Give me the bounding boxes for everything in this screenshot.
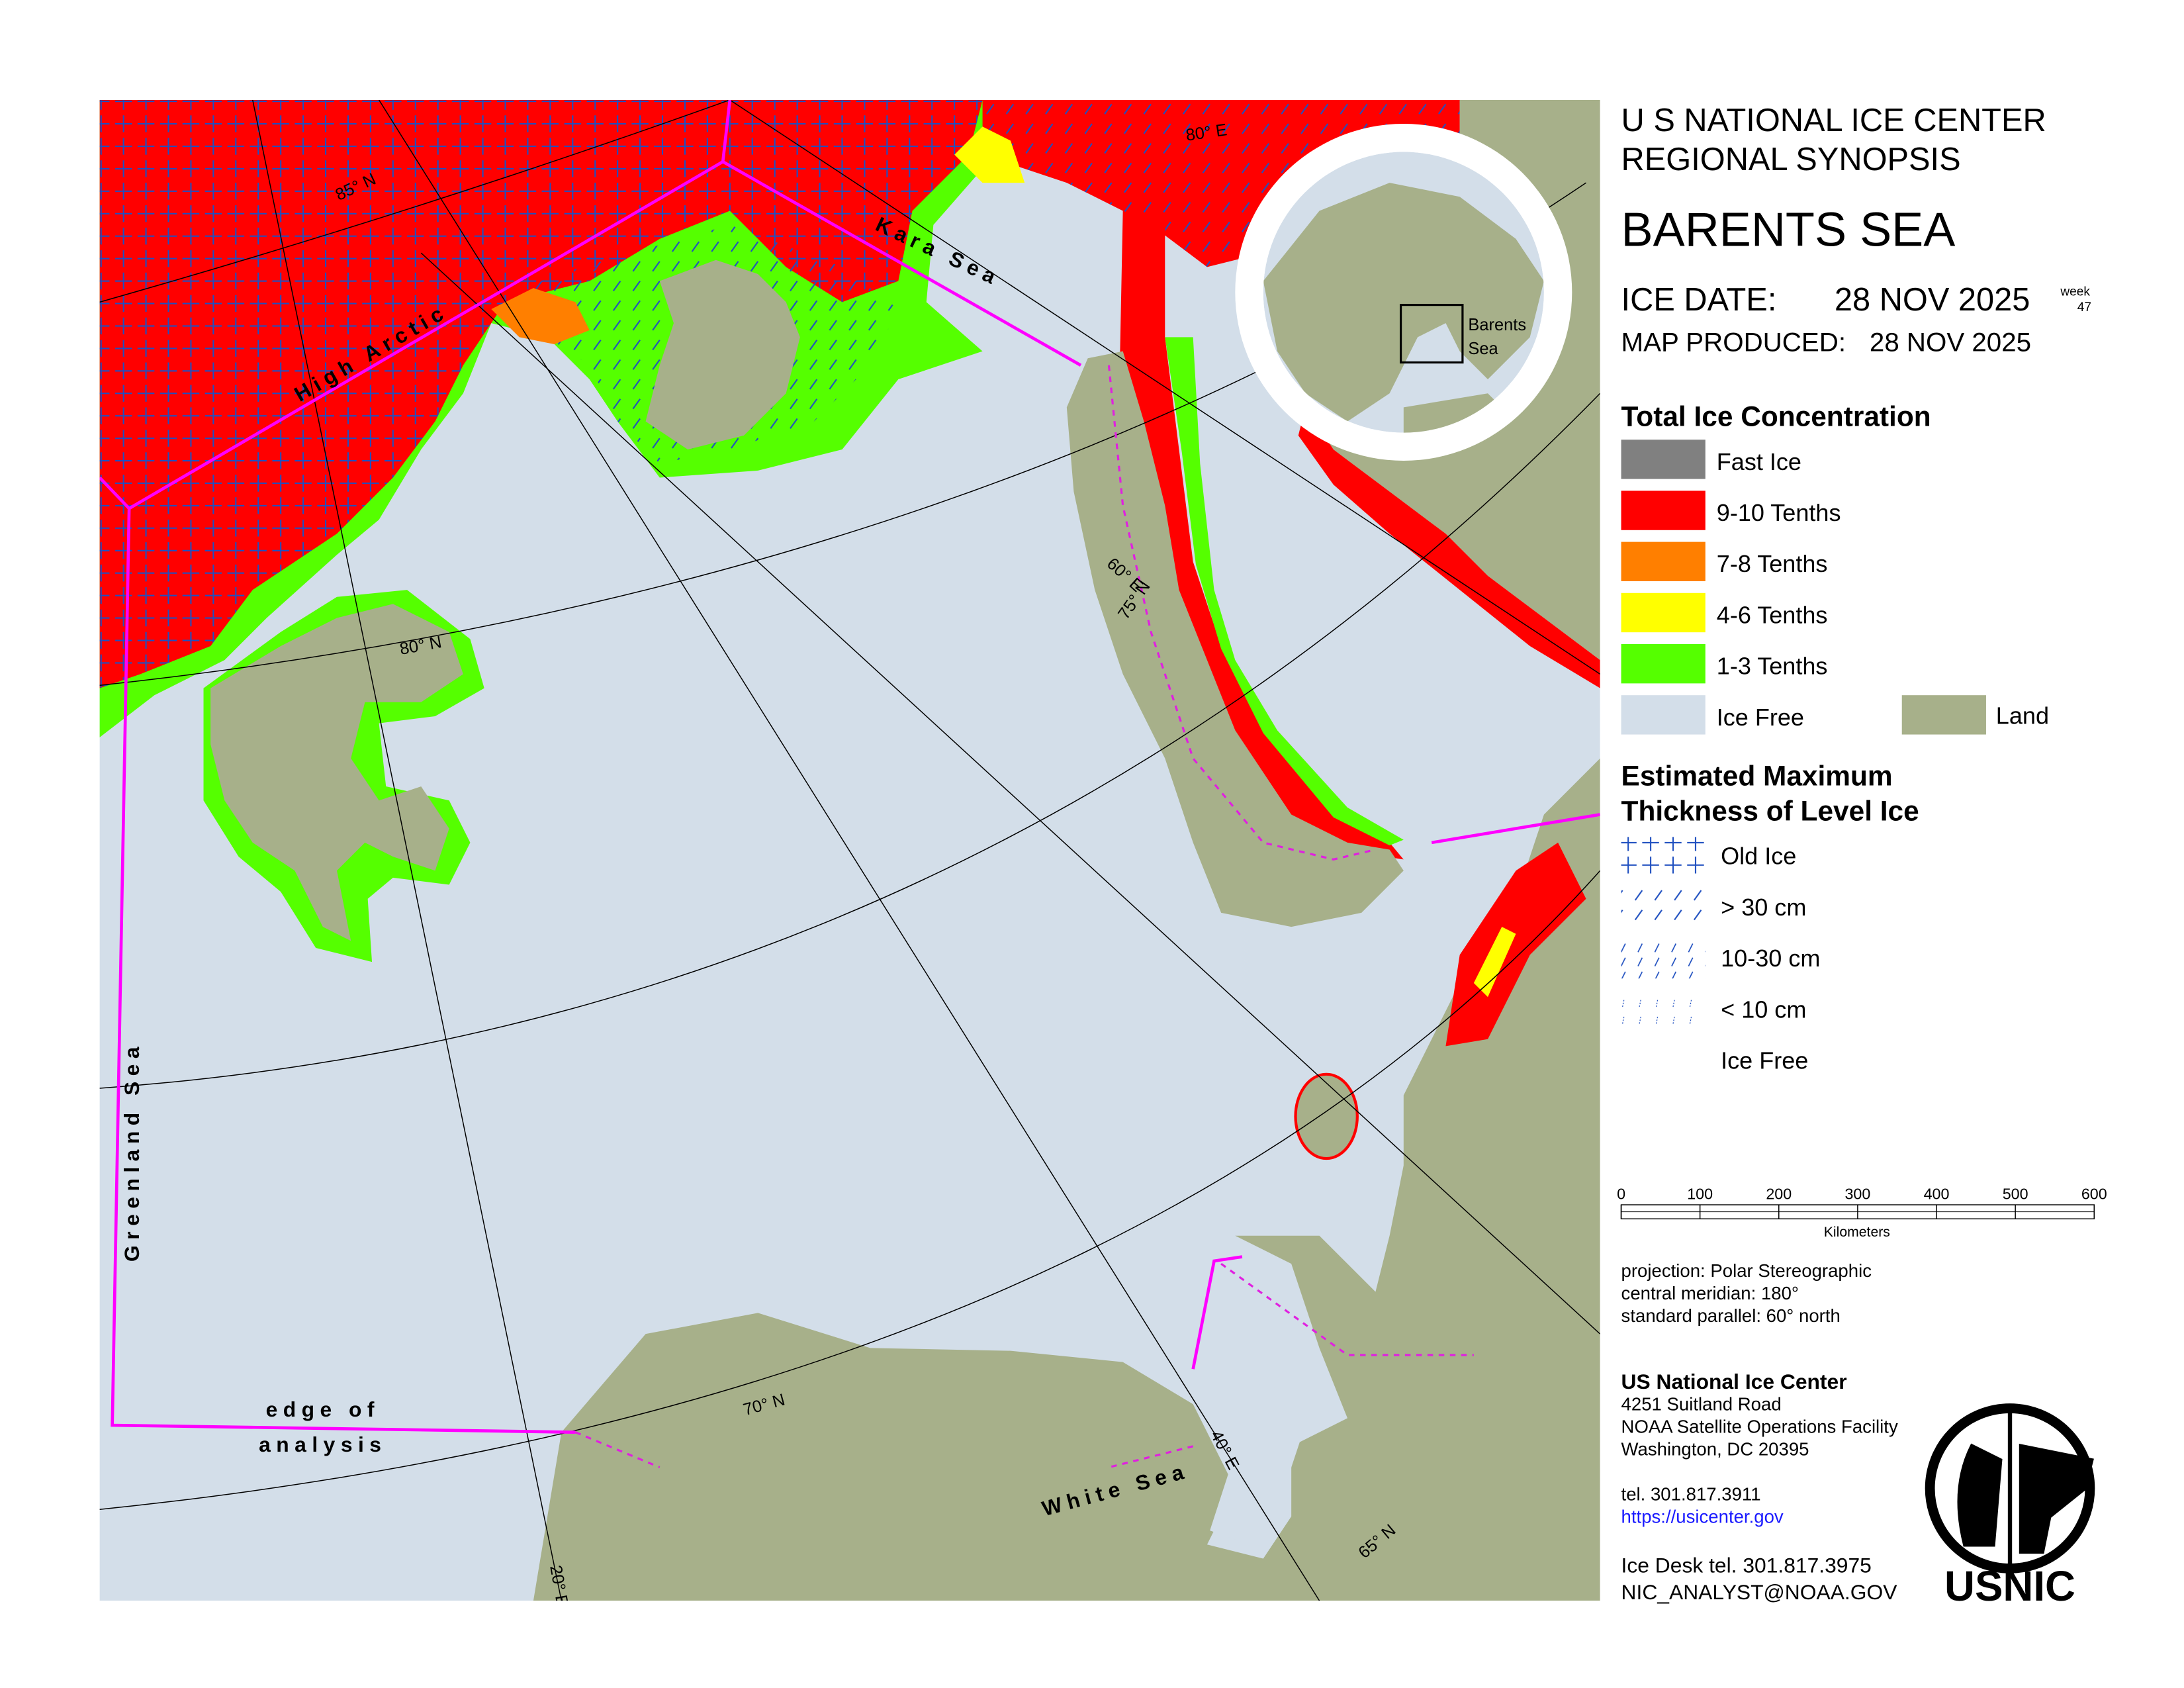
latitude-line: [99, 870, 1600, 1511]
ice-date: 28 NOV 2025: [1835, 282, 2030, 318]
region-title: BARENTS SEA: [1621, 203, 1956, 256]
latitude-line: [99, 99, 731, 303]
website-link[interactable]: https://usicenter.gov: [1621, 1506, 1784, 1526]
legend-label: < 10 cm: [1721, 996, 1806, 1023]
region-label: edge of: [266, 1397, 380, 1421]
contact-name: US National Ice Center: [1621, 1370, 1847, 1393]
longitude-line: [729, 99, 1600, 675]
ice-desk: Ice Desk tel. 301.817.3975: [1621, 1554, 1872, 1577]
legend-label: Ice Free: [1717, 704, 1804, 731]
projection-text: standard parallel: 60° north: [1621, 1305, 1841, 1326]
legend-label: 9-10 Tenths: [1717, 499, 1841, 526]
legend-swatch: [1621, 888, 1706, 927]
boundary-dashed: [574, 365, 1474, 1469]
legend-label: Old Ice: [1721, 843, 1796, 870]
address: Washington, DC 20395: [1621, 1438, 1809, 1459]
logo-text: USNIC: [1944, 1563, 2075, 1610]
map: 85° N 80° E 80° N 60° E 75° N 70° N 40° …: [99, 99, 1600, 1601]
map-produced-date: 28 NOV 2025: [1870, 328, 2031, 357]
ice-yellow: [954, 126, 1025, 183]
legend-swatch: [1621, 695, 1706, 735]
legend-swatch: [1621, 939, 1706, 979]
logo-emblem: [1957, 1408, 2094, 1569]
legend-swatch: [1901, 695, 1986, 735]
scale-tick-label: 0: [1617, 1185, 1625, 1202]
land: [645, 259, 800, 450]
address: NOAA Satellite Operations Facility: [1621, 1417, 1898, 1437]
ice-red: [1298, 407, 1600, 688]
projection-text: projection: Polar Stereographic: [1621, 1260, 1872, 1281]
scale-tick-label: 100: [1687, 1185, 1713, 1202]
white-sea: [1206, 1383, 1312, 1545]
inset-land: [1263, 183, 1544, 433]
scale-tick-label: 500: [2003, 1185, 2028, 1202]
longitude-line: [252, 99, 563, 1601]
scale-tick-label: 300: [1844, 1185, 1870, 1202]
ice-yellow: [1473, 927, 1516, 998]
legend-label: 10-30 cm: [1721, 945, 1820, 972]
inset-map: [1263, 152, 1544, 433]
agency: U S NATIONAL ICE CENTER: [1621, 103, 2046, 138]
legend-label: 7-8 Tenths: [1717, 550, 1828, 577]
legend-label: Land: [1996, 702, 2049, 729]
map-produced-label: MAP PRODUCED:: [1621, 328, 1846, 357]
week-label: week: [2060, 285, 2090, 299]
legend-title: Total Ice Concentration: [1621, 401, 1931, 432]
ice-green: [1165, 337, 1404, 846]
legend-swatch: [1621, 643, 1706, 684]
ice-red: [1445, 842, 1586, 1047]
side-panel: U S NATIONAL ICE CENTER REGIONAL SYNOPSI…: [1617, 103, 2107, 1610]
scale-tick-label: 600: [2081, 1185, 2107, 1202]
legend-swatch: [1621, 440, 1706, 479]
region-label: Greenland Sea: [120, 1041, 144, 1262]
latitude-line: [99, 393, 1600, 1089]
legend-label: > 30 cm: [1721, 894, 1806, 921]
legend-swatch: [1621, 491, 1706, 530]
analysis-boundary: [99, 99, 1600, 1434]
ice-orange: [491, 288, 590, 344]
inset-label: Barents: [1468, 316, 1526, 334]
legend-swatch: [1621, 990, 1706, 1030]
kolguyev-island: [1294, 1072, 1359, 1160]
product: REGIONAL SYNOPSIS: [1621, 142, 1961, 177]
ice-date-label: ICE DATE:: [1621, 282, 1777, 318]
legend-label: Ice Free: [1721, 1047, 1808, 1074]
inset-label: Sea: [1468, 340, 1498, 358]
week-number: 47: [2077, 301, 2091, 314]
legend-label: 4-6 Tenths: [1717, 601, 1828, 628]
longitude-line: [420, 252, 1600, 1335]
longitude-line: [378, 99, 1320, 1601]
land: [533, 758, 1600, 1601]
ice-hatch: [99, 99, 983, 688]
legend-title: Thickness of Level Ice: [1621, 796, 1919, 827]
email: NIC_ANALYST@NOAA.GOV: [1621, 1580, 1898, 1604]
telephone: tel. 301.817.3911: [1621, 1483, 1761, 1504]
address: 4251 Suitland Road: [1621, 1394, 1782, 1415]
legend-swatch: [1621, 1041, 1706, 1080]
scale-tick-label: 200: [1766, 1185, 1792, 1202]
land: [1066, 351, 1404, 927]
legend-swatch: [1621, 592, 1706, 633]
projection-text: central meridian: 180°: [1621, 1283, 1799, 1303]
scale-tick-label: 400: [1924, 1185, 1950, 1202]
legend-label: Fast Ice: [1717, 448, 1801, 475]
scale-unit: Kilometers: [1824, 1225, 1890, 1240]
legend-swatch: [1621, 837, 1706, 876]
legend-label: 1-3 Tenths: [1717, 653, 1828, 680]
legend-title: Estimated Maximum: [1621, 761, 1893, 792]
inset-box: [1399, 304, 1464, 364]
region-label: analysis: [259, 1432, 387, 1456]
legend-swatch: [1621, 541, 1706, 581]
